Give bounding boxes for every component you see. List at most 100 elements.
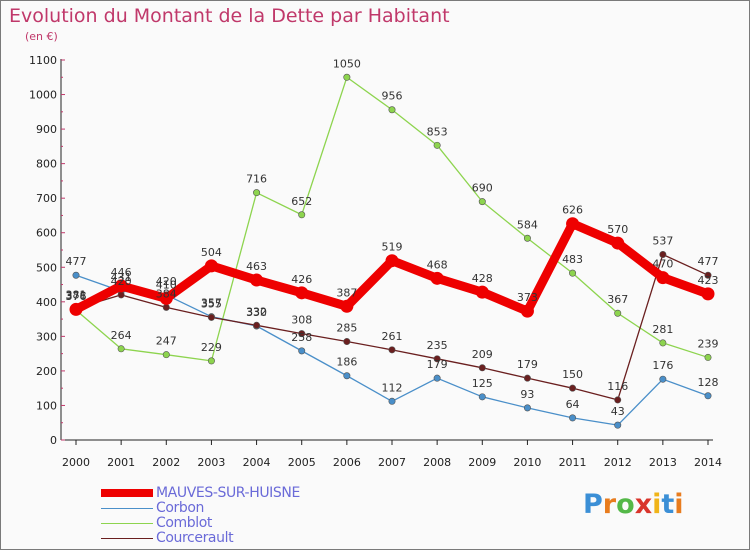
data-label: 690 [472, 182, 493, 195]
data-label: 247 [156, 335, 177, 348]
data-label: 186 [336, 356, 357, 369]
data-label: 258 [291, 331, 312, 344]
data-label: 285 [336, 322, 357, 335]
data-label: 652 [291, 195, 312, 208]
data-point [117, 345, 125, 353]
x-tick-label: 2009 [468, 456, 496, 469]
data-point [523, 374, 531, 382]
legend-label-mauves: MAUVES-SUR-HUISNE [156, 485, 300, 501]
y-tick-label: 700 [36, 192, 57, 205]
data-point [569, 414, 577, 422]
legend-swatch-corbon [101, 508, 153, 509]
data-point [569, 384, 577, 392]
data-point [704, 392, 712, 400]
data-label: 716 [246, 173, 267, 186]
data-label: 519 [382, 241, 403, 254]
data-label: 179 [427, 358, 448, 371]
data-label: 1050 [333, 57, 361, 70]
data-label: 150 [562, 368, 583, 381]
legend-item-corbon: Corbon [101, 500, 401, 516]
y-tick-label: 800 [36, 158, 57, 171]
data-label: 426 [291, 273, 312, 286]
x-tick-label: 2011 [559, 456, 587, 469]
y-tick-label: 300 [36, 330, 57, 343]
data-point [478, 198, 486, 206]
legend-swatch-courcerault [101, 538, 153, 539]
data-label: 381 [66, 288, 87, 301]
data-point [343, 338, 351, 346]
data-point [298, 330, 306, 338]
data-label: 410 [156, 278, 177, 291]
y-tick-label: 900 [36, 123, 57, 136]
data-label: 477 [698, 255, 719, 268]
x-tick-label: 2013 [649, 456, 677, 469]
data-label: 43 [611, 405, 625, 418]
data-point [388, 106, 396, 114]
data-point [475, 285, 489, 299]
data-point [523, 404, 531, 412]
data-point [704, 353, 712, 361]
data-point [614, 396, 622, 404]
chart-unit: (en €) [25, 30, 58, 43]
data-point [478, 393, 486, 401]
y-tick-label: 1000 [29, 89, 57, 102]
x-tick-label: 2001 [107, 456, 135, 469]
x-tick-label: 2004 [243, 456, 271, 469]
data-label: 261 [382, 330, 403, 343]
data-point [523, 234, 531, 242]
data-label: 125 [472, 377, 493, 390]
data-point [569, 269, 577, 277]
legend-item-mauves: MAUVES-SUR-HUISNE [101, 485, 401, 501]
data-point [159, 291, 173, 305]
legend-item-courcerault: Courcerault [101, 530, 401, 546]
data-point [340, 299, 354, 313]
data-label: 112 [382, 381, 403, 394]
y-tick-label: 1100 [29, 54, 57, 67]
data-point [295, 286, 309, 300]
x-tick-label: 2012 [604, 456, 632, 469]
chart-title: Evolution du Montant de la Dette par Hab… [9, 5, 450, 27]
data-point [114, 279, 128, 293]
data-point [520, 304, 534, 318]
data-label: 93 [520, 388, 534, 401]
data-point [433, 374, 441, 382]
x-tick-label: 2010 [513, 456, 541, 469]
data-point [614, 421, 622, 429]
data-point [433, 355, 441, 363]
data-label: 128 [698, 376, 719, 389]
data-label: 235 [427, 339, 448, 352]
data-label: 570 [607, 223, 628, 236]
data-label: 537 [652, 234, 673, 247]
legend-swatch-mauves [101, 489, 153, 497]
data-point [69, 302, 83, 316]
data-point [343, 372, 351, 380]
data-label: 384 [156, 287, 177, 300]
data-point [430, 271, 444, 285]
data-label: 357 [201, 297, 222, 310]
data-label: 229 [201, 341, 222, 354]
data-point [298, 347, 306, 355]
data-label: 387 [336, 286, 357, 299]
data-point [701, 287, 715, 301]
data-label: 176 [652, 359, 673, 372]
x-tick-label: 2007 [378, 456, 406, 469]
data-point [207, 313, 215, 321]
data-point [117, 291, 125, 299]
x-tick-label: 2008 [423, 456, 451, 469]
data-label: 468 [427, 258, 448, 271]
data-label: 470 [652, 258, 673, 271]
data-label: 626 [562, 204, 583, 217]
data-label: 378 [66, 289, 87, 302]
legend-swatch-comblot [101, 523, 153, 524]
data-point [659, 339, 667, 347]
data-label: 209 [472, 348, 493, 361]
data-point [253, 321, 261, 329]
data-label: 64 [566, 398, 580, 411]
data-label: 584 [517, 218, 538, 231]
data-label: 330 [246, 306, 267, 319]
data-label: 332 [246, 305, 267, 318]
data-label: 420 [156, 275, 177, 288]
data-point [298, 211, 306, 219]
data-label: 116 [607, 380, 628, 393]
